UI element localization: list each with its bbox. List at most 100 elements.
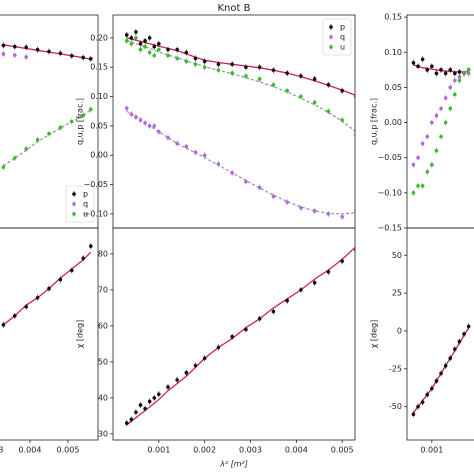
data-point bbox=[466, 71, 471, 76]
data-point bbox=[257, 65, 262, 70]
data-point bbox=[35, 137, 40, 142]
y-tick-label: 50 bbox=[392, 251, 402, 260]
data-point bbox=[439, 371, 443, 376]
fit-line bbox=[126, 110, 355, 215]
data-point bbox=[411, 191, 416, 195]
data-point bbox=[35, 47, 40, 52]
legend-label: p bbox=[83, 190, 88, 199]
data-point bbox=[439, 106, 443, 111]
data-point bbox=[230, 334, 234, 339]
y-tick-label: -25 bbox=[389, 364, 402, 373]
data-point bbox=[434, 379, 439, 383]
data-point bbox=[230, 62, 234, 67]
data-point bbox=[157, 47, 161, 52]
data-point bbox=[411, 412, 416, 417]
data-point bbox=[257, 185, 262, 190]
y-axis-label: q,u,p [frac.] bbox=[76, 98, 85, 145]
data-point bbox=[230, 71, 234, 75]
y-tick-label: 0.10 bbox=[384, 48, 402, 57]
data-point bbox=[439, 68, 443, 72]
y-tick-label: 70 bbox=[98, 285, 108, 294]
data-point bbox=[175, 47, 179, 52]
data-point bbox=[299, 74, 303, 78]
panel-title: Knot B bbox=[218, 3, 251, 14]
data-point bbox=[340, 88, 344, 93]
data-point bbox=[285, 88, 289, 93]
data-point bbox=[434, 113, 439, 118]
data-point bbox=[453, 71, 457, 76]
legend-marker bbox=[329, 45, 333, 49]
data-point bbox=[138, 47, 143, 52]
data-point bbox=[271, 68, 276, 72]
data-point bbox=[416, 184, 420, 188]
plot-area bbox=[1, 42, 93, 171]
data-point bbox=[271, 309, 276, 314]
data-point bbox=[81, 256, 85, 261]
panel-frame bbox=[0, 227, 99, 441]
plot-area bbox=[124, 29, 355, 220]
data-point bbox=[152, 396, 157, 400]
data-point bbox=[462, 71, 466, 76]
data-point bbox=[143, 44, 147, 49]
plot-area bbox=[124, 246, 355, 427]
data-point bbox=[299, 206, 303, 210]
data-point bbox=[47, 49, 51, 54]
data-point bbox=[448, 356, 453, 361]
data-point bbox=[257, 316, 262, 321]
data-point bbox=[216, 62, 221, 67]
data-point bbox=[420, 184, 425, 188]
data-point bbox=[1, 52, 6, 56]
data-point bbox=[47, 286, 51, 291]
data-point bbox=[299, 94, 303, 99]
data-point bbox=[152, 124, 157, 128]
data-point bbox=[326, 270, 331, 274]
data-point bbox=[175, 378, 179, 382]
data-point bbox=[88, 244, 93, 248]
data-point bbox=[175, 141, 179, 146]
y-tick-label: 0.05 bbox=[90, 121, 108, 130]
data-point bbox=[425, 134, 430, 139]
y-tick-label: 0.10 bbox=[90, 92, 108, 101]
data-point bbox=[69, 268, 74, 273]
legend-label: q bbox=[83, 200, 88, 209]
data-point bbox=[175, 56, 179, 61]
x-tick-label: 0.001 bbox=[147, 446, 170, 455]
fit-line bbox=[126, 246, 355, 426]
data-point bbox=[124, 421, 129, 425]
data-point bbox=[443, 96, 448, 100]
fit-line bbox=[126, 40, 355, 132]
y-tick-label: −0.05 bbox=[377, 153, 402, 162]
data-point bbox=[416, 155, 420, 160]
data-point bbox=[202, 59, 207, 64]
legend-box bbox=[322, 18, 352, 56]
data-point bbox=[411, 162, 416, 167]
data-point bbox=[193, 62, 198, 67]
data-point bbox=[193, 56, 198, 61]
x-tick-label: 0.004 bbox=[285, 446, 308, 455]
y-axis-label: χ [deg] bbox=[76, 320, 85, 348]
data-point bbox=[152, 44, 157, 49]
data-point bbox=[81, 55, 85, 60]
data-point bbox=[81, 113, 85, 118]
data-point bbox=[462, 332, 466, 336]
data-point bbox=[216, 162, 221, 166]
data-point bbox=[430, 64, 434, 69]
data-point bbox=[312, 100, 317, 105]
x-tick-label: 0.004 bbox=[19, 446, 42, 455]
y-tick-label: 0.00 bbox=[90, 151, 108, 160]
y-tick-label: 0.20 bbox=[90, 33, 108, 42]
data-point bbox=[1, 165, 6, 169]
data-point bbox=[457, 70, 462, 74]
legend-label: u bbox=[83, 210, 88, 219]
data-point bbox=[147, 399, 152, 404]
data-point bbox=[147, 50, 152, 55]
data-point bbox=[58, 125, 63, 130]
data-point bbox=[157, 129, 161, 134]
data-point bbox=[147, 36, 152, 40]
data-point bbox=[271, 194, 276, 199]
y-tick-label: 0 bbox=[397, 326, 402, 335]
y-axis-label: χ [deg] bbox=[370, 320, 379, 348]
legend-marker bbox=[72, 202, 76, 206]
data-point bbox=[13, 53, 17, 57]
